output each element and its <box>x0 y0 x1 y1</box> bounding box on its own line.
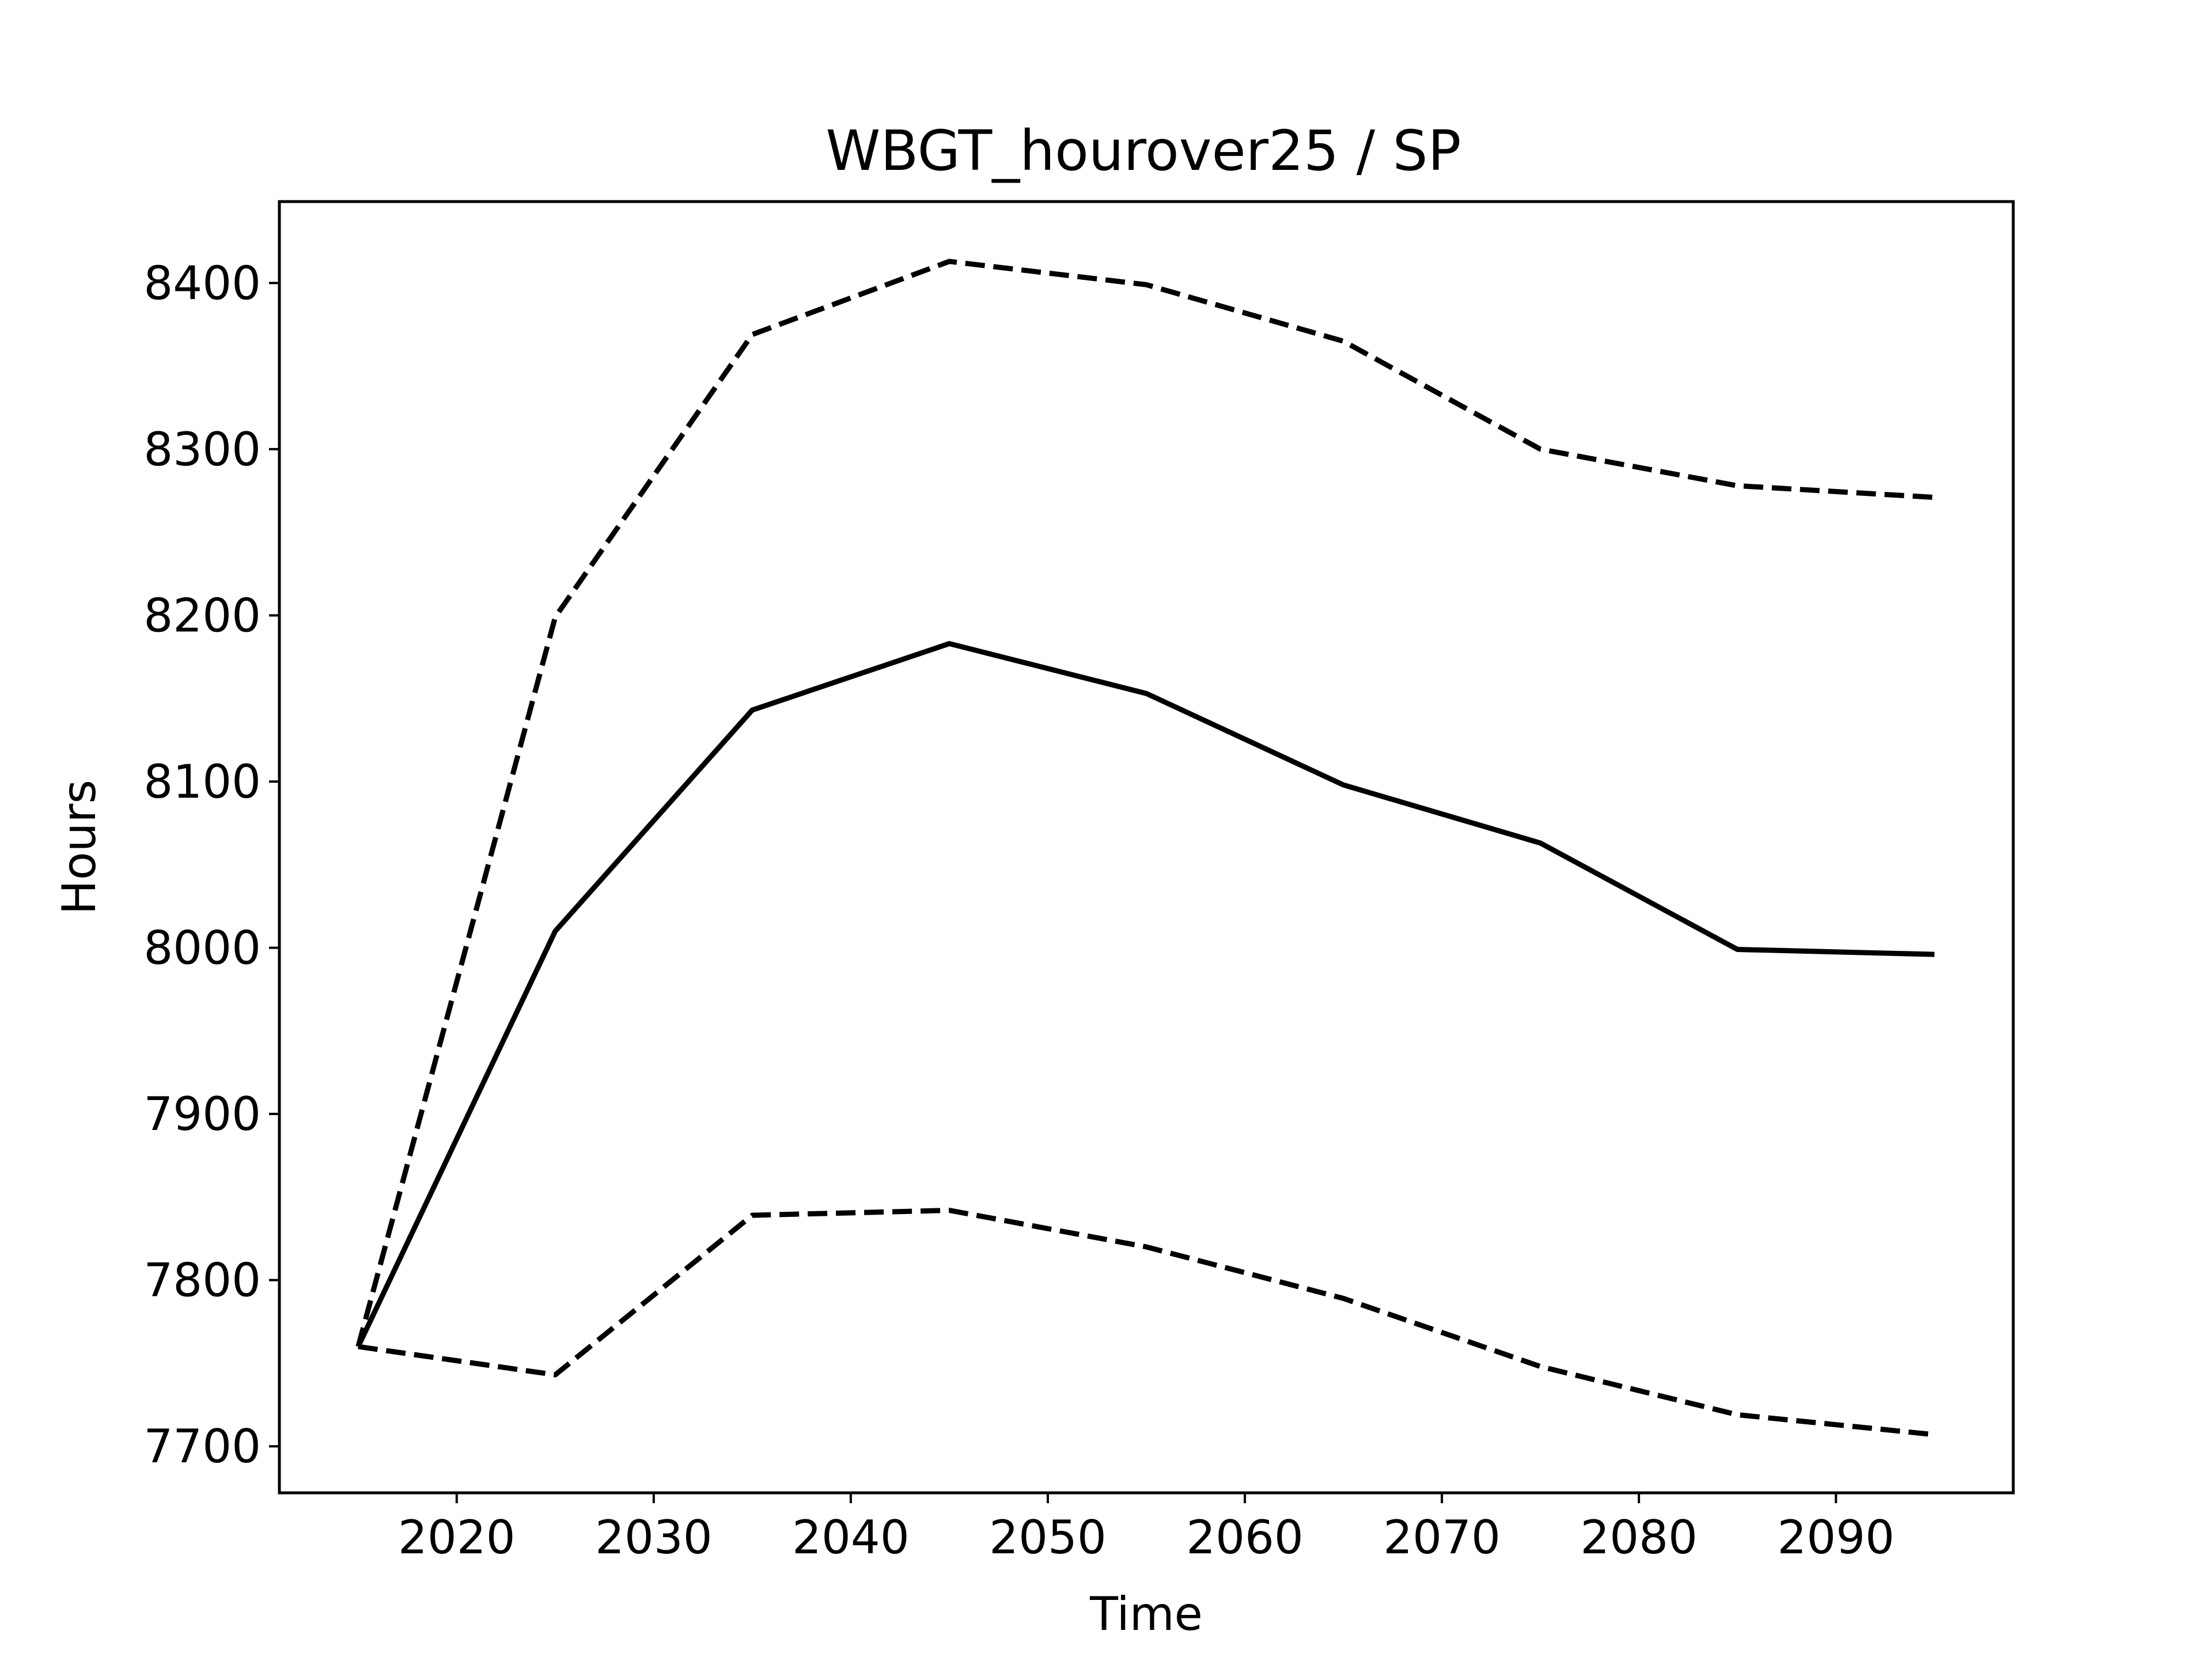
chart-title: WBGT_hourover25 / SP <box>826 119 1461 183</box>
series-line-3-dashed <box>358 1208 1935 1438</box>
plot-area <box>355 259 1935 1438</box>
y-axis-label: Hours <box>52 780 106 915</box>
x-tick-label: 2030 <box>595 1511 713 1564</box>
x-tick-label: 2070 <box>1383 1511 1501 1564</box>
axes-frame <box>278 200 2015 1495</box>
x-axis-label: Time <box>1089 1587 1203 1641</box>
y-tick-label: 7900 <box>143 1087 261 1141</box>
x-tick-label: 2080 <box>1580 1511 1698 1564</box>
x-tick-label: 2090 <box>1777 1511 1895 1564</box>
y-axis: 7700 7800 7900 8000 8100 8200 8300 8400 <box>143 256 279 1473</box>
series-line-2-dashed <box>355 259 1935 1348</box>
x-tick-label: 2020 <box>398 1511 516 1564</box>
x-tick-label: 2060 <box>1186 1511 1304 1564</box>
y-tick-label: 8400 <box>143 256 261 310</box>
y-tick-label: 7800 <box>143 1254 261 1307</box>
x-tick-label: 2050 <box>989 1511 1107 1564</box>
x-axis: 2020 2030 2040 2050 2060 2070 2080 2090 <box>398 1493 1895 1564</box>
y-tick-label: 8200 <box>143 589 261 642</box>
x-tick-label: 2040 <box>792 1511 910 1564</box>
y-tick-label: 7700 <box>143 1420 261 1473</box>
y-tick-label: 8100 <box>143 755 261 809</box>
series-line-1-solid <box>355 641 1935 1348</box>
y-tick-label: 8000 <box>143 921 261 975</box>
y-tick-label: 8300 <box>143 423 261 476</box>
